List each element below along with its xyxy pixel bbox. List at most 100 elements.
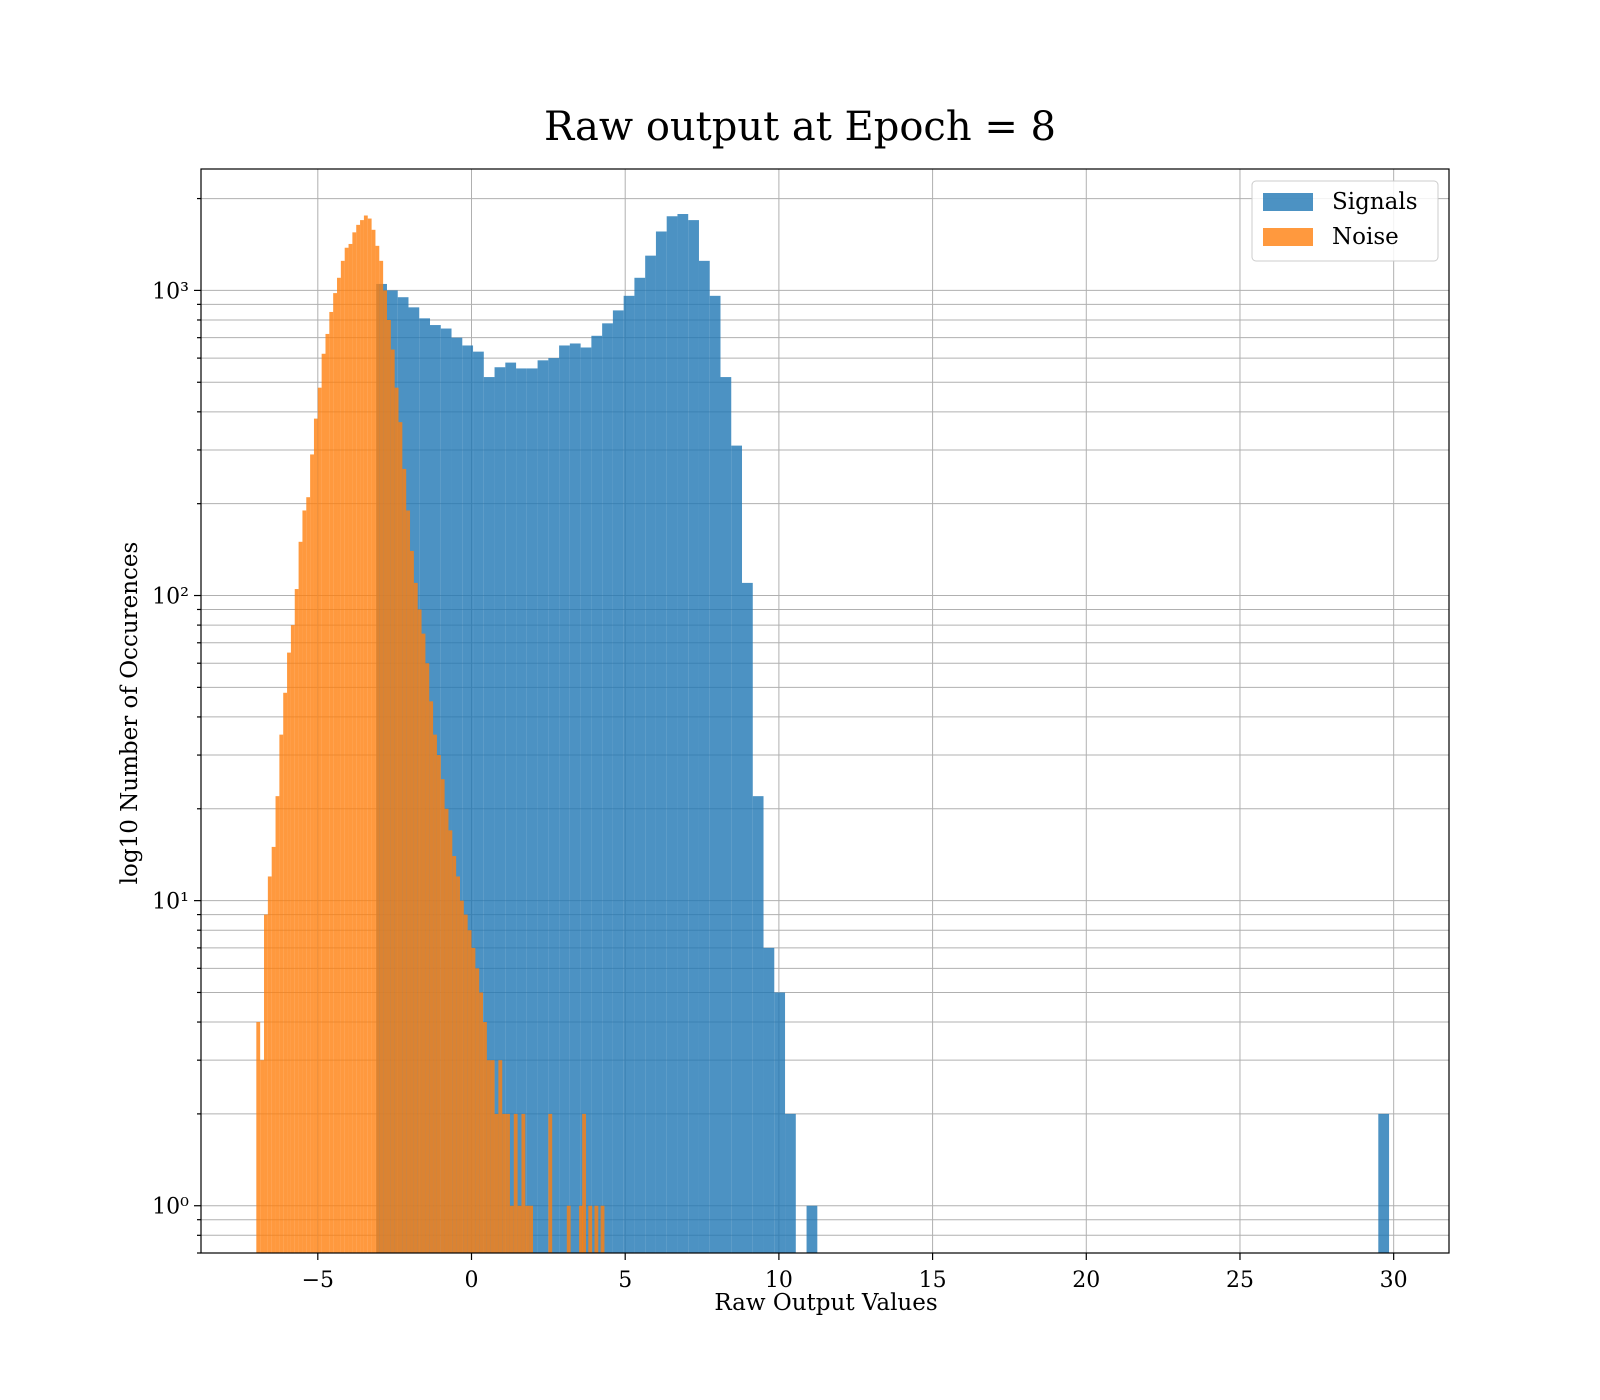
bar-signals bbox=[548, 358, 560, 1253]
bar-noise bbox=[356, 224, 361, 1254]
bar-noise bbox=[529, 1205, 533, 1253]
bar-noise bbox=[352, 232, 357, 1254]
bar-signals bbox=[537, 360, 549, 1253]
legend: Signals Noise bbox=[1251, 180, 1439, 262]
bar-signals bbox=[494, 367, 506, 1253]
legend-label-signals: Signals bbox=[1332, 189, 1418, 215]
bar-signals bbox=[634, 277, 646, 1253]
bar-noise bbox=[333, 293, 338, 1253]
bar-noise bbox=[600, 1205, 605, 1253]
bar-signals bbox=[752, 796, 764, 1253]
y-tick-label: 10³ bbox=[152, 279, 189, 304]
y-tick-label: 10⁰ bbox=[152, 1195, 189, 1220]
bar-noise bbox=[329, 311, 334, 1253]
bar-noise bbox=[579, 1205, 583, 1253]
bar-noise bbox=[459, 900, 464, 1253]
legend-swatch-noise bbox=[1263, 228, 1313, 246]
bar-noise bbox=[367, 218, 372, 1254]
bar-noise bbox=[317, 387, 322, 1254]
bar-noise bbox=[506, 1113, 510, 1253]
bar-noise bbox=[548, 1113, 553, 1253]
bar-noise bbox=[406, 510, 411, 1254]
x-tick-label: 30 bbox=[1380, 1268, 1408, 1293]
y-axis-label: log10 Number of Occurences bbox=[117, 542, 143, 885]
bar-signals bbox=[1378, 1113, 1390, 1253]
bar-noise bbox=[394, 387, 399, 1254]
bar-noise bbox=[386, 319, 391, 1253]
bar-noise bbox=[513, 1113, 518, 1253]
bar-noise bbox=[588, 1205, 593, 1253]
bar-noise bbox=[490, 1060, 495, 1253]
x-tick-label: 0 bbox=[465, 1268, 479, 1293]
bar-noise bbox=[448, 830, 453, 1253]
x-tick-label: 10 bbox=[765, 1268, 793, 1293]
bar-noise bbox=[383, 290, 387, 1253]
bar-noise bbox=[566, 1205, 571, 1253]
bar-signals bbox=[440, 328, 452, 1253]
bar-noise bbox=[494, 1113, 499, 1253]
y-tick-label: 10² bbox=[152, 585, 189, 610]
bar-signals bbox=[709, 295, 721, 1253]
bar-noise bbox=[313, 418, 318, 1253]
bar-noise bbox=[479, 992, 484, 1253]
bar-noise bbox=[417, 609, 422, 1253]
bar-noise bbox=[483, 1022, 487, 1253]
bar-noise bbox=[275, 796, 280, 1253]
x-axis-label: Raw Output Values bbox=[714, 1290, 937, 1316]
bar-noise bbox=[267, 876, 272, 1253]
bar-signals bbox=[526, 368, 538, 1253]
bar-noise bbox=[325, 333, 330, 1253]
bar-noise bbox=[363, 215, 368, 1253]
bar-noise bbox=[264, 914, 268, 1253]
bar-signals bbox=[612, 310, 624, 1253]
bar-noise bbox=[279, 734, 284, 1253]
bar-noise bbox=[456, 876, 460, 1253]
bar-signals bbox=[763, 947, 775, 1253]
bar-noise bbox=[398, 422, 403, 1253]
bar-noise bbox=[390, 349, 395, 1253]
bar-noise bbox=[582, 1113, 587, 1253]
bar-signals bbox=[785, 1113, 796, 1253]
bar-noise bbox=[502, 1113, 507, 1253]
bar-noise bbox=[413, 582, 418, 1253]
bar-noise bbox=[509, 1205, 514, 1253]
bar-noise bbox=[444, 808, 449, 1253]
bar-noise bbox=[348, 243, 353, 1253]
y-tick-label: 10¹ bbox=[152, 890, 189, 915]
bar-noise bbox=[256, 1022, 261, 1253]
bar-noise bbox=[402, 468, 407, 1253]
x-tick-label: 25 bbox=[1226, 1268, 1254, 1293]
legend-label-noise: Noise bbox=[1332, 224, 1399, 250]
bar-noise bbox=[283, 692, 288, 1253]
bar-signals bbox=[698, 260, 710, 1253]
bar-signals bbox=[645, 255, 656, 1254]
bar-noise bbox=[429, 701, 434, 1253]
bar-noise bbox=[271, 846, 276, 1253]
bar-signals bbox=[559, 345, 570, 1254]
x-tick-label: 15 bbox=[919, 1268, 947, 1293]
bar-signals bbox=[451, 337, 463, 1254]
histogram-bars bbox=[256, 214, 1390, 1254]
bar-noise bbox=[287, 652, 291, 1253]
bar-noise bbox=[425, 663, 430, 1253]
bar-signals bbox=[720, 377, 732, 1254]
bar-noise bbox=[486, 1060, 491, 1253]
bar-noise bbox=[436, 755, 441, 1253]
legend-swatch-signals bbox=[1263, 193, 1313, 211]
bar-noise bbox=[521, 1113, 526, 1253]
bar-noise bbox=[517, 1205, 522, 1253]
bar-noise bbox=[321, 353, 326, 1253]
bar-signals bbox=[591, 335, 603, 1253]
bar-signals bbox=[677, 214, 689, 1253]
bar-signals bbox=[516, 368, 527, 1253]
bar-noise bbox=[340, 260, 345, 1253]
x-tick-label: 5 bbox=[618, 1268, 632, 1293]
bar-signals bbox=[580, 347, 592, 1253]
bar-signals bbox=[483, 377, 495, 1254]
bar-noise bbox=[290, 625, 295, 1253]
bar-signals bbox=[655, 231, 667, 1253]
bar-signals bbox=[688, 220, 699, 1254]
bar-noise bbox=[310, 454, 314, 1253]
bar-noise bbox=[463, 914, 468, 1253]
bar-noise bbox=[452, 856, 457, 1253]
